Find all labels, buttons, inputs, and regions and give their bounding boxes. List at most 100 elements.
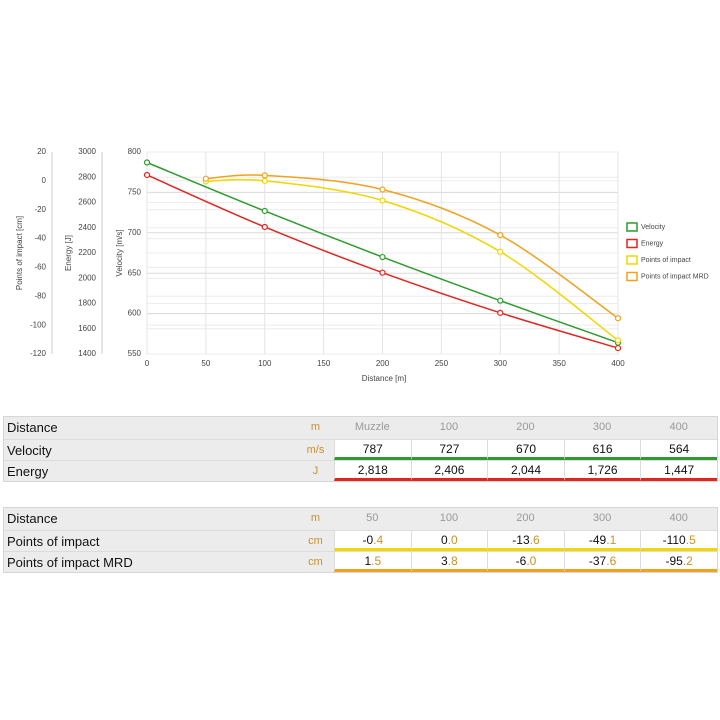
value-cell: 0.0	[410, 531, 488, 551]
x-tick-label: 400	[611, 359, 625, 368]
x-tick-label: 350	[552, 359, 566, 368]
header-cell: 50	[366, 512, 379, 524]
data-point	[261, 172, 268, 179]
data-point	[614, 344, 622, 352]
value-cell: -95.2	[640, 552, 717, 572]
header-cell: 200	[516, 421, 535, 433]
value-cell: 564	[640, 440, 717, 460]
value-cell: 787	[334, 440, 411, 460]
x-tick-label: 200	[376, 359, 390, 368]
value-cell: 1.5	[334, 552, 411, 572]
y-tick-label: 3000	[78, 147, 96, 156]
header-cell: Distance	[7, 420, 58, 435]
series-line	[205, 178, 619, 341]
legend-label: Energy	[641, 240, 664, 247]
legend-label: Points of impact MRD	[641, 273, 709, 280]
header-row: Distance m Muzzle 100 200 300 400	[4, 417, 717, 439]
y-tick-label: 0	[42, 176, 47, 185]
legend-swatch	[626, 271, 638, 282]
table-row: Velocity m/s 787 727 670 616 564	[4, 439, 717, 460]
value-cell: -6.0	[487, 552, 564, 572]
data-point	[614, 315, 622, 322]
value-cell: -0.4	[334, 531, 411, 551]
legend-swatch	[626, 238, 638, 249]
row-unit: m/s	[306, 444, 325, 456]
table-row: Points of impact cm -0.4 0.0 -13.6 -49.1 -110.…	[4, 530, 717, 551]
header-cell: Distance	[7, 511, 58, 526]
data-point	[614, 337, 622, 344]
value-cell: 670	[487, 440, 564, 460]
data-point	[497, 232, 504, 239]
y-tick-label: 1600	[78, 324, 96, 333]
data-point	[497, 297, 504, 304]
header-cell: 300	[592, 512, 612, 524]
x-axis-title: Distance [m]	[362, 374, 406, 383]
y-tick-label: 600	[128, 309, 142, 318]
y-tick-label: 20	[37, 147, 46, 156]
y3-axis-title: Points of impact [cm]	[15, 216, 24, 290]
data-point	[202, 175, 209, 182]
row-label: Velocity	[7, 443, 52, 458]
value-cell: 3.8	[410, 552, 488, 572]
y2-axis-title: Energy [J]	[64, 235, 73, 271]
y-tick-label: 650	[128, 268, 142, 277]
value-cell: 727	[410, 440, 488, 460]
row-label: Points of impact	[7, 534, 100, 549]
table-row: Energy J 2,818 2,406 2,044 1,726 1,447	[4, 460, 717, 481]
header-cell: 400	[669, 512, 688, 524]
y-tick-label: 2400	[78, 223, 96, 232]
x-tick-label: 100	[258, 359, 272, 368]
legend-swatch	[626, 255, 638, 265]
value-cell: 616	[563, 440, 641, 460]
value-cell: 2,406	[410, 461, 488, 481]
value-cell: -37.6	[563, 552, 641, 572]
legend-swatch	[626, 222, 638, 232]
table-row: Points of impact MRD cm 1.5 3.8 -6.0 -37.6 -95…	[4, 551, 717, 572]
header-cell: 100	[439, 421, 459, 433]
header-cell: m	[310, 421, 321, 433]
x-tick-label: 150	[317, 359, 331, 368]
value-cell: 2,044	[487, 461, 564, 481]
y-tick-label: -120	[30, 349, 47, 358]
y-tick-label: 2200	[78, 248, 96, 257]
series-line	[205, 174, 619, 319]
header-cell: Muzzle	[354, 421, 390, 433]
header-cell: 200	[516, 512, 535, 524]
y-tick-label: 2800	[78, 172, 96, 181]
data-point	[143, 171, 151, 179]
y-tick-label: -100	[30, 320, 47, 329]
y-tick-label: 700	[128, 228, 142, 237]
data-point	[379, 253, 386, 261]
data-point	[497, 309, 504, 316]
y-tick-label: 2000	[78, 273, 96, 282]
y-tick-label: -40	[34, 234, 46, 243]
data-point	[143, 159, 151, 166]
table: Distance m 50 100 200 300 400 Points of impact c…	[3, 507, 718, 573]
data-point	[379, 186, 386, 193]
value-cell: 1,447	[640, 461, 717, 481]
y-tick-label: -60	[34, 263, 46, 272]
value-cell: 1,726	[563, 461, 641, 481]
row-unit: J	[312, 465, 319, 477]
value-cell: 2,818	[334, 461, 411, 481]
value-cell: -110.5	[640, 531, 717, 551]
header-cell: 400	[669, 421, 688, 433]
header-cell: 300	[592, 421, 612, 433]
data-point	[261, 223, 268, 231]
data-point	[379, 197, 386, 204]
header-cell: m	[310, 512, 321, 524]
y-tick-label: -80	[34, 291, 46, 300]
y-axis-title: Velocity [m/s]	[115, 229, 124, 276]
x-tick-label: 50	[201, 359, 210, 368]
data-point	[379, 269, 386, 276]
value-cell: -13.6	[487, 531, 564, 551]
legend-label: Velocity	[641, 224, 666, 231]
y-tick-label: -20	[34, 205, 46, 214]
row-label: Points of impact MRD	[7, 555, 133, 570]
header-cell: 100	[439, 512, 459, 524]
header-row: Distance m 50 100 200 300 400	[4, 508, 717, 530]
row-unit: cm	[308, 535, 323, 547]
value-cell: -49.1	[563, 531, 641, 551]
legend-label: Points of impact	[641, 257, 691, 264]
